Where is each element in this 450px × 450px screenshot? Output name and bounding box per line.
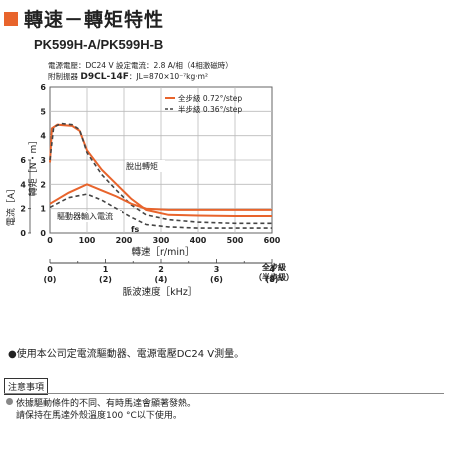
legend-label: 全步級 0.72°/step <box>178 93 242 103</box>
page-title: 轉速－轉矩特性 <box>24 9 165 31</box>
legend-label: 半步級 0.36°/step <box>178 104 242 114</box>
torque-curve-line <box>49 123 272 217</box>
torque-tick-label: 1 <box>40 205 46 214</box>
x-tick-label: 400 <box>190 236 207 245</box>
x-axis-label: 轉速［r/min］ <box>131 246 194 258</box>
model-name: PK599H-A/PK599H-B <box>34 37 164 52</box>
pulse-half-tick-label: (6) <box>210 275 223 284</box>
current-curve-line <box>49 193 272 229</box>
page-title-bar: 轉速－轉矩特性 <box>4 5 164 32</box>
pulse-half-tick-label: (8) <box>266 275 279 284</box>
caution-divider <box>4 393 444 394</box>
fs-label: fs <box>131 225 139 234</box>
torque-curve-line <box>49 122 272 225</box>
pulse-full-tick-label: 1 <box>103 265 109 274</box>
measurement-note: ●使用本公司定電流驅動器、電源電壓DC24 V測量。 <box>8 349 245 360</box>
pulse-full-tick-label: 3 <box>214 265 220 274</box>
torque-tick-label: 0 <box>40 229 46 238</box>
pulse-full-tick-label: 0 <box>47 265 53 274</box>
x-tick-label: 200 <box>116 236 133 245</box>
condition-line-1: 電源電壓：DC24 V 設定電流：2.8 A/相（4相激磁時） <box>48 61 233 70</box>
current-tick-label: 4 <box>20 180 26 189</box>
x-tick-label: 300 <box>153 236 170 245</box>
pulse-half-tick-label: (0) <box>44 275 57 284</box>
x-tick-label: 600 <box>264 236 281 245</box>
caution-text-2: 請保持在馬達外殼溫度100 °C以下使用。 <box>16 411 182 421</box>
x-tick-label: 100 <box>79 236 96 245</box>
current-tick-label: 6 <box>20 156 26 165</box>
condition-inertia: ：JL=870×10⁻⁷kg·m² <box>128 72 208 81</box>
torque-axis-label: 轉矩［N・m］ <box>27 136 39 197</box>
current-label-background <box>56 211 122 222</box>
pulse-axis-label: 脈波速度［kHz］ <box>123 286 198 298</box>
title-marker-square <box>4 11 18 26</box>
driver-current-label: 驅動器輸入電流 <box>57 211 113 221</box>
pulse-full-label: 全步級 <box>261 262 286 272</box>
torque-tick-label: 2 <box>40 180 46 189</box>
caution-text-1: 依據驅動條件的不同、有時馬達會顯著發熱。 <box>16 399 197 409</box>
pulse-half-tick-label: (4) <box>155 275 168 284</box>
speed-torque-chart: 0 100 200 300 400 500 600 0 1 2 3 4 5 6 0 2 4 6 電流［A］ 轉矩［N・… <box>5 83 294 298</box>
pulse-half-label: （半步級） <box>254 272 294 282</box>
torque-tick-label: 4 <box>40 132 46 141</box>
torque-tick-label: 6 <box>40 83 46 92</box>
torque-tick-label: 5 <box>40 107 46 116</box>
pullout-torque-label: 脫出轉矩 <box>126 161 158 171</box>
caution-label: 注意事項 <box>4 378 49 395</box>
condition-line-2: 附制振器 D9CL-14F：JL=870×10⁻⁷kg·m² <box>48 71 208 82</box>
pulse-half-tick-label: (2) <box>99 275 112 284</box>
torque-tick-label: 3 <box>40 156 46 165</box>
pullout-label-background <box>125 160 165 172</box>
x-tick-label: 500 <box>227 236 244 245</box>
condition-damper-prefix: 附制振器 <box>48 72 81 81</box>
pulse-full-tick-label: 2 <box>158 265 164 274</box>
condition-damper-model: D9CL-14F <box>80 72 129 82</box>
current-tick-label: 2 <box>20 205 26 214</box>
caution-bullet-icon <box>6 398 13 405</box>
current-curve-line <box>49 183 272 211</box>
x-tick-label: 0 <box>47 236 53 245</box>
current-axis-label: 電流［A］ <box>5 184 17 226</box>
current-tick-label: 0 <box>20 229 26 238</box>
pulse-full-tick-label: 4 <box>269 265 275 274</box>
